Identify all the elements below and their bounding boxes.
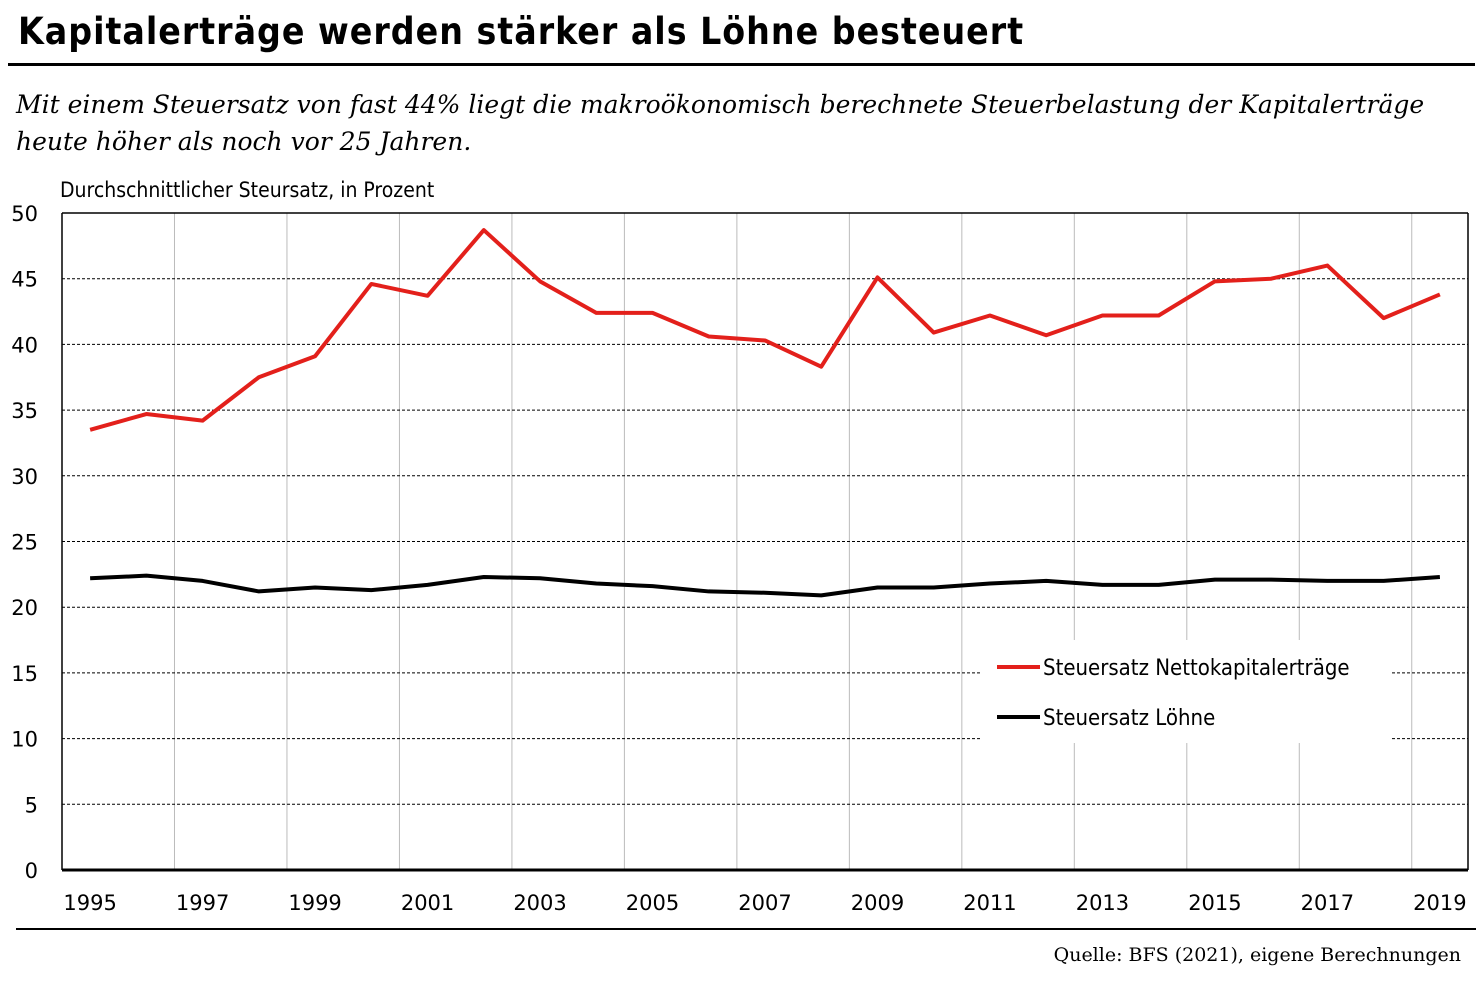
x-tick-label: 2001 [401, 891, 454, 915]
source-note: Quelle: BFS (2021), eigene Berechnungen [1053, 944, 1461, 966]
y-tick-label: 0 [25, 859, 38, 883]
x-tick-label: 2007 [738, 891, 791, 915]
series-line-0 [89, 228, 1441, 432]
chart-subtitle: Mit einem Steuersatz von fast 44% liegt … [16, 90, 1425, 156]
x-tick-label: 2019 [1413, 891, 1466, 915]
x-tick-label: 2011 [963, 891, 1016, 915]
legend-background [980, 640, 1390, 743]
x-tick-label: 2003 [513, 891, 566, 915]
y-tick-label: 35 [11, 399, 38, 423]
x-tick-label: 1999 [288, 891, 341, 915]
x-tick-label: 2005 [626, 891, 679, 915]
legend-label: Steuersatz Nettokapitalerträge [1043, 656, 1350, 681]
x-tick-label: 1995 [63, 891, 116, 915]
legend-label: Steuersatz Löhne [1043, 706, 1215, 731]
x-tick-label: 2015 [1188, 891, 1241, 915]
x-tick-label: 2017 [1301, 891, 1354, 915]
y-tick-label: 15 [11, 662, 38, 686]
y-tick-label: 10 [11, 728, 38, 752]
y-tick-label: 25 [11, 531, 38, 555]
title-divider [8, 63, 1475, 66]
y-tick-label: 45 [11, 268, 38, 292]
y-tick-label: 20 [11, 596, 38, 620]
y-tick-label: 50 [11, 202, 38, 226]
y-axis-label: Durchschnittlicher Steursatz, in Prozent [60, 178, 435, 202]
y-tick-label: 5 [25, 793, 38, 817]
series-line-1 [90, 573, 1441, 598]
x-tick-label: 2009 [851, 891, 904, 915]
y-tick-label: 30 [11, 465, 38, 489]
x-tick-label: 1997 [176, 891, 229, 915]
footer-divider [16, 928, 1476, 930]
x-tick-label: 2013 [1076, 891, 1129, 915]
chart-title: Kapitalerträge werden stärker als Löhne … [18, 10, 1025, 53]
y-tick-label: 40 [11, 333, 38, 357]
